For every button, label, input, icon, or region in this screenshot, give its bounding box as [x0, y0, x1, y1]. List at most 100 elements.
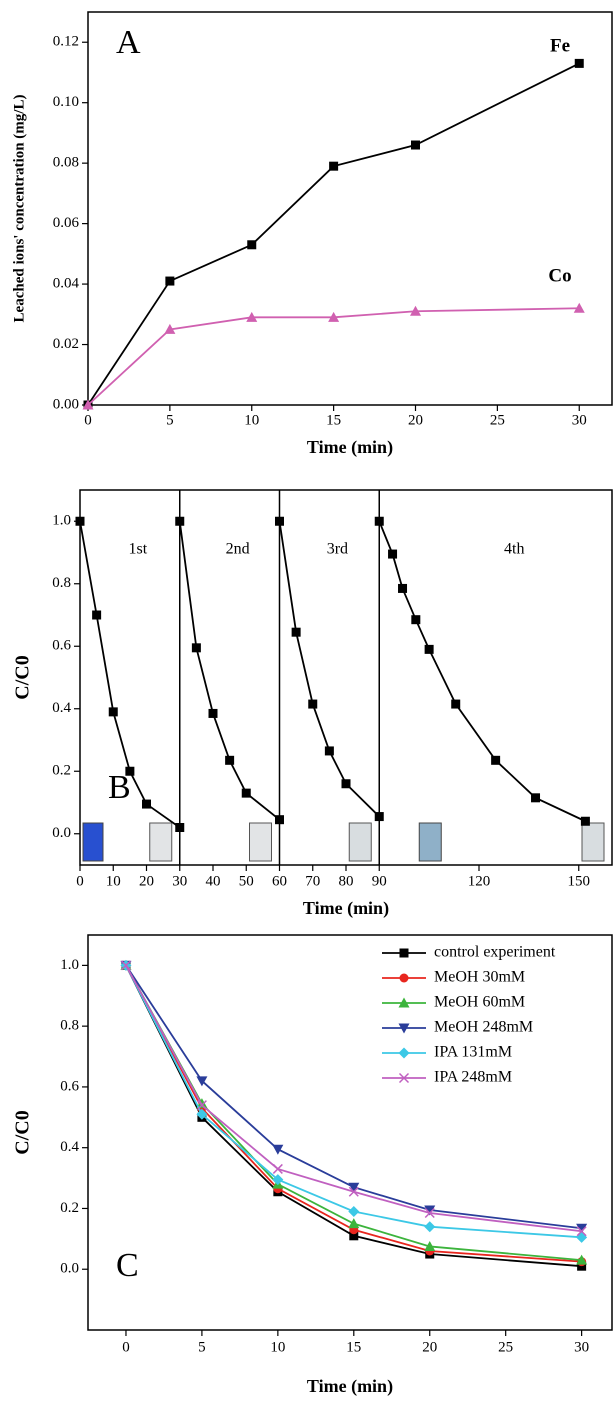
marker [191, 643, 201, 653]
marker [291, 627, 301, 637]
y-tick-label: 0.0 [52, 825, 71, 841]
series-line [87, 307, 580, 406]
annotation: Fe [550, 35, 570, 56]
x-tick-label: 20 [139, 873, 154, 889]
series-line [125, 964, 582, 1233]
marker [576, 1254, 588, 1265]
x-tick-label: 25 [490, 412, 505, 428]
vial [149, 822, 173, 862]
marker [175, 516, 185, 526]
marker [576, 1223, 588, 1234]
x-tick-label: 20 [408, 412, 423, 428]
marker [208, 708, 218, 718]
x-tick-label: 10 [244, 412, 259, 428]
vial [418, 822, 442, 862]
x-tick-label: 90 [372, 873, 387, 889]
marker [424, 1205, 436, 1216]
marker [580, 816, 590, 826]
series-line [125, 964, 582, 1230]
series-line [125, 964, 582, 1239]
series-line [125, 964, 582, 1268]
marker [175, 823, 185, 832]
marker [75, 516, 85, 526]
panel: 0 5 10 15 20 25 30 0.00 0.02 0.04 0.06 0.08 0.10 0.12… [11, 11, 613, 458]
y-tick-label: 0.06 [53, 215, 80, 231]
y-tick-label: 0.04 [53, 276, 80, 292]
x-tick-label: 120 [468, 873, 491, 889]
marker [348, 1186, 359, 1197]
x-tick-label: 15 [346, 1339, 361, 1355]
panel: 0 10 20 30 40 50 60 70 80 90 120 150 0.0 0.2 0.4 0.6 0.8… [12, 489, 613, 919]
x-tick-label: 5 [198, 1339, 206, 1355]
marker [573, 302, 585, 313]
annotation: B [108, 769, 131, 806]
annotation: 1st [129, 541, 148, 558]
x-tick-label: 15 [326, 412, 341, 428]
annotation: 3rd [327, 541, 348, 558]
y-axis-title: C/C0 [12, 655, 34, 699]
vial [581, 822, 605, 862]
marker [398, 997, 410, 1008]
marker [399, 948, 409, 958]
marker [275, 815, 284, 825]
marker [349, 1231, 359, 1241]
marker [308, 699, 318, 709]
marker [92, 610, 102, 620]
annotation: C [116, 1247, 139, 1284]
x-tick-label: 80 [339, 873, 354, 889]
series-line [87, 62, 580, 406]
marker [225, 755, 235, 765]
vial [82, 822, 104, 862]
y-tick-label: 1.0 [52, 513, 71, 529]
marker [272, 1174, 284, 1186]
legend-text: MeOH 30mM [434, 969, 525, 986]
marker [576, 1231, 588, 1243]
y-tick-label: 0.2 [60, 1200, 79, 1216]
y-tick-label: 1.0 [60, 957, 79, 973]
y-tick-label: 0.8 [52, 575, 71, 591]
legend-text: MeOH 60mM [434, 994, 525, 1011]
marker [424, 1221, 436, 1233]
annotation: 4th [504, 541, 524, 558]
marker [164, 323, 176, 334]
marker [272, 1163, 283, 1174]
y-tick-label: 0.8 [60, 1018, 79, 1034]
y-tick-label: 0.4 [60, 1139, 79, 1155]
y-tick-label: 0.10 [53, 94, 79, 110]
annotation: A [116, 24, 141, 61]
marker [576, 1226, 587, 1237]
marker [398, 583, 408, 593]
y-axis-title: C/C0 [12, 1110, 34, 1154]
y-tick-label: 0.00 [53, 396, 79, 412]
x-tick-label: 40 [206, 873, 221, 889]
marker [398, 1072, 410, 1084]
x-tick-label: 0 [76, 873, 84, 889]
x-tick-label: 20 [422, 1339, 437, 1355]
y-tick-label: 0.0 [60, 1261, 79, 1277]
x-tick-label: 50 [239, 873, 254, 889]
x-tick-label: 30 [172, 873, 187, 889]
marker [275, 516, 284, 526]
marker [411, 140, 420, 150]
marker [491, 755, 501, 765]
marker [247, 240, 257, 250]
marker [574, 58, 584, 68]
marker [411, 615, 421, 625]
marker [424, 1240, 436, 1251]
x-tick-label: 25 [498, 1339, 513, 1355]
marker [374, 516, 384, 526]
annotation: Co [548, 265, 571, 286]
marker [329, 161, 339, 171]
marker [410, 305, 421, 316]
x-tick-label: 150 [568, 873, 591, 889]
marker [272, 1144, 284, 1155]
marker [424, 1207, 435, 1219]
marker [165, 276, 175, 286]
series-line [79, 521, 181, 829]
x-axis-title: Time (min) [303, 898, 389, 919]
marker [120, 960, 132, 971]
series-line [378, 520, 586, 823]
legend-text: MeOH 248mM [434, 1019, 533, 1036]
marker [125, 766, 135, 776]
marker [196, 1098, 208, 1109]
